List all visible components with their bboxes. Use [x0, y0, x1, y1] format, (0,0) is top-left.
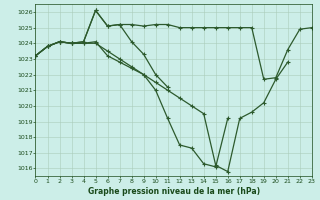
X-axis label: Graphe pression niveau de la mer (hPa): Graphe pression niveau de la mer (hPa)	[88, 187, 260, 196]
